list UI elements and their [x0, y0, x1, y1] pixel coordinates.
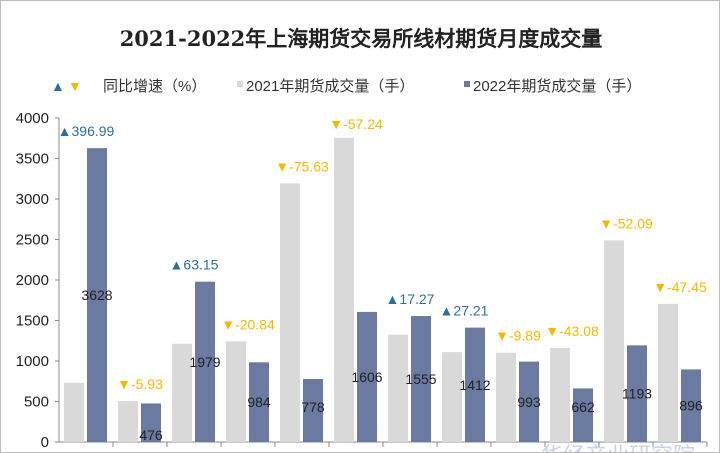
- growth-label: ▲63.15: [170, 257, 219, 273]
- bar-2021: [442, 352, 462, 442]
- data-label-2022: 1555: [405, 371, 436, 387]
- bar-2022: [465, 327, 485, 442]
- bar-2022: [681, 369, 701, 442]
- y-tick-label: 500: [24, 394, 49, 411]
- data-label-2022: 993: [517, 394, 541, 410]
- growth-label: ▼-57.24: [329, 116, 383, 132]
- bar-2021: [118, 401, 138, 442]
- growth-label: ▲27.21: [440, 303, 489, 319]
- y-tick-label: 3500: [16, 151, 49, 168]
- y-tick-label: 2500: [16, 232, 49, 249]
- growth-label: ▼-52.09: [599, 215, 653, 231]
- bar-2022: [195, 281, 215, 442]
- bar-2021: [280, 183, 300, 442]
- y-tick-label: 0: [41, 434, 49, 451]
- growth-label: ▼-75.63: [275, 158, 329, 174]
- growth-label: ▼-20.84: [221, 316, 275, 332]
- bar-2022: [141, 403, 161, 442]
- bar-2021: [388, 334, 408, 442]
- bar-2021: [658, 303, 678, 442]
- legend: ▲ ▼ 同比增速（%） 2021年期货成交量（手） 2022年期货成交量（手）: [51, 77, 641, 95]
- growth-label: ▲396.99: [58, 123, 115, 139]
- growth-label: ▼-9.89: [495, 328, 541, 344]
- data-label-2022: 1606: [351, 369, 382, 385]
- data-labels: 3628 ▲396.99 476 ▼-5.93 1979 ▲63.15 984 ▼-20.84…: [58, 116, 707, 443]
- bar-2022: [411, 316, 431, 442]
- bar-2021: [226, 341, 246, 442]
- data-label-2022: 896: [679, 398, 703, 414]
- y-tick-label: 2000: [16, 272, 49, 289]
- y-tick-label: 4000: [16, 110, 49, 127]
- bar-2022: [519, 361, 539, 442]
- y-tick-label: 1000: [16, 353, 49, 370]
- bar-2022: [573, 388, 593, 442]
- growth-label: ▼-5.93: [117, 376, 163, 392]
- bar-2021: [172, 343, 192, 442]
- data-label-2022: 3628: [81, 287, 112, 303]
- legend-2021-swatch: [237, 81, 243, 87]
- legend-growth: 同比增速（%）: [103, 78, 206, 95]
- bar-2021: [334, 137, 354, 442]
- legend-down-icon: ▼: [68, 78, 82, 94]
- data-label-2022: 1412: [459, 377, 490, 393]
- bar-2022: [303, 378, 323, 442]
- data-label-2022: 662: [571, 399, 595, 415]
- data-label-2022: 984: [247, 394, 271, 410]
- growth-label: ▼-47.45: [653, 279, 707, 295]
- growth-label: ▼-43.08: [545, 323, 599, 339]
- legend-2022-swatch: [464, 81, 470, 87]
- chart-title: 2021-2022年上海期货交易所线材期货月度成交量: [120, 26, 603, 51]
- legend-up-icon: ▲: [51, 78, 65, 94]
- data-label-2022: 1193: [622, 386, 652, 402]
- bar-2021: [496, 352, 516, 442]
- data-label-2022: 1979: [189, 354, 220, 370]
- bar-2021: [604, 240, 624, 442]
- data-label-2022: 778: [301, 399, 325, 415]
- legend-2021: 2021年期货成交量（手）: [246, 77, 414, 95]
- y-axis: 0 500 1000 1500 2000 2500 3000 3500 4000: [16, 110, 708, 451]
- bar-2022: [357, 311, 377, 442]
- bar-2022: [249, 362, 269, 442]
- y-tick-label: 1500: [16, 313, 49, 330]
- growth-label: ▲17.27: [386, 291, 435, 307]
- data-label-2022: 476: [139, 427, 163, 443]
- bar-2022: [87, 148, 107, 442]
- bar-2021: [550, 347, 570, 442]
- bar-2022: [627, 345, 647, 442]
- watermark: 华经产业研究院: [541, 443, 695, 453]
- bars: [64, 137, 701, 442]
- y-tick-label: 3000: [16, 191, 49, 208]
- legend-2022: 2022年期货成交量（手）: [473, 77, 641, 95]
- bar-2021: [64, 382, 84, 442]
